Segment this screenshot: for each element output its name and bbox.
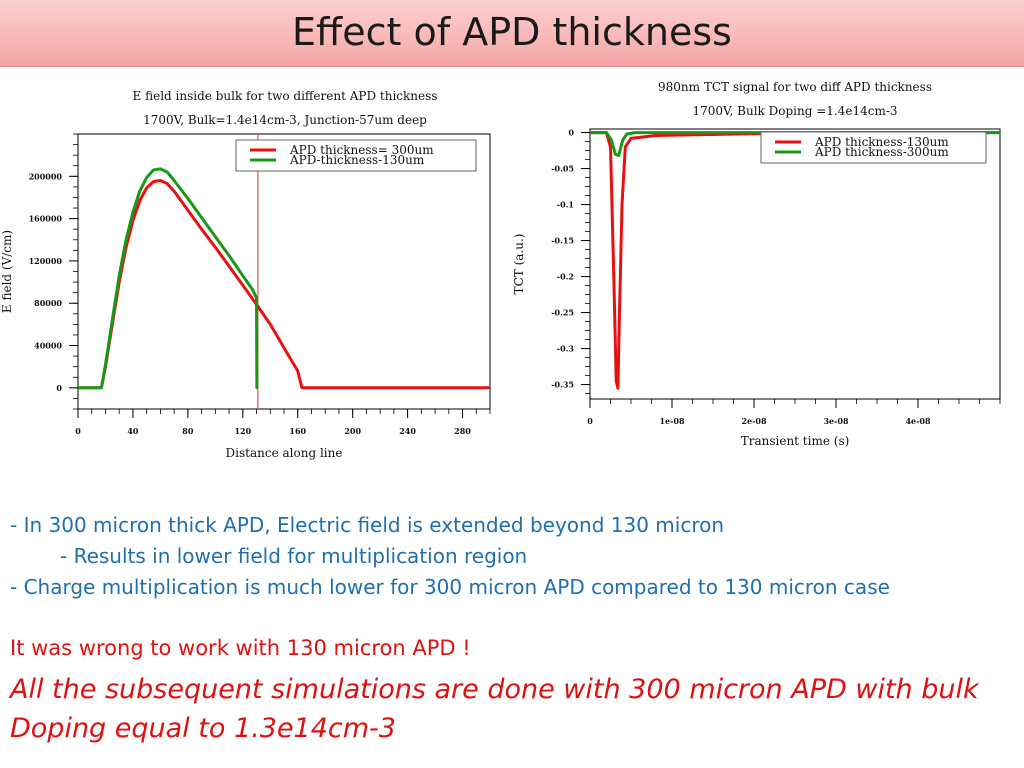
efield-legend-label-1: APD thickness= 300um (289, 143, 434, 157)
tct-chart: 980nm TCT signal for two diff APD thickn… (512, 80, 1001, 448)
bullet-2: - Results in lower field for multiplicat… (60, 544, 528, 568)
efield-x-tick-label: 160 (289, 426, 306, 436)
efield-legend (235, 139, 477, 172)
efield-title: E field inside bulk for two different AP… (133, 89, 438, 103)
efield-x-axis-label: Distance along line (226, 446, 343, 460)
efield-chart: E field inside bulk for two different AP… (0, 89, 491, 460)
efield-x-tick-label: 80 (182, 426, 194, 436)
tct-legend-label-2: APD thickness-300um (814, 145, 949, 159)
slide-title: Effect of APD thickness (292, 10, 732, 54)
tct-series-line-2 (590, 131, 1000, 158)
efield-y-tick-label: 160000 (29, 214, 63, 224)
title-bar: Effect of APD thickness (0, 0, 1024, 67)
tct-y-tick-label: 0 (568, 128, 574, 138)
bullet-list: - In 300 micron thick APD, Electric fiel… (10, 510, 890, 603)
tct-x-axis-label: Transient time (s) (741, 434, 850, 448)
efield-y-tick-label: 40000 (34, 341, 62, 351)
tct-y-tick-label: -0.25 (551, 308, 574, 318)
efield-y-tick-label: 120000 (29, 256, 63, 266)
efield-x-tick-label: 240 (399, 426, 416, 436)
efield-plot-frame (77, 133, 491, 410)
tct-legend-label-1: APD thickness-130um (814, 135, 949, 149)
efield-y-tick-label: 0 (56, 383, 62, 393)
conclusion-note: All the subsequent simulations are done … (10, 674, 979, 744)
efield-x-tick-label: 200 (344, 426, 361, 436)
efield-series-line-2 (78, 167, 259, 390)
tct-y-tick-label: -0.3 (557, 344, 575, 354)
tct-y-tick-label: -0.35 (551, 380, 574, 390)
efield-subtitle: 1700V, Bulk=1.4e14cm-3, Junction-57um de… (143, 113, 427, 127)
efield-series-line-1 (78, 179, 490, 390)
tct-y-tick-label: -0.1 (557, 200, 574, 210)
efield-x-tick-label: 280 (454, 426, 471, 436)
bullet-3: - Charge multiplication is much lower fo… (10, 575, 890, 599)
efield-x-tick-label: 40 (127, 426, 139, 436)
efield-x-tick-label: 120 (234, 426, 251, 436)
tct-subtitle: 1700V, Bulk Doping =1.4e14cm-3 (692, 104, 897, 118)
tct-legend (760, 131, 987, 164)
conclusion-statement: It was wrong to work with 130 micron APD… (10, 636, 471, 660)
tct-y-axis-label: TCT (a.u.) (512, 234, 526, 295)
tct-plot-frame (589, 128, 1001, 400)
tct-x-tick-label: 3e-08 (823, 416, 849, 426)
tct-x-tick-label: 1e-08 (659, 416, 685, 426)
efield-y-tick-label: 200000 (29, 171, 63, 181)
bullet-1: - In 300 micron thick APD, Electric fiel… (10, 513, 725, 537)
efield-x-tick-label: 0 (75, 426, 81, 436)
efield-y-axis-label: E field (V/cm) (0, 230, 14, 313)
tct-y-tick-label: -0.15 (551, 236, 574, 246)
tct-y-tick-label: -0.2 (557, 272, 574, 282)
tct-x-tick-label: 4e-08 (905, 416, 931, 426)
tct-x-tick-label: 0 (587, 416, 593, 426)
efield-legend-label-2: APD-thickness-130um (289, 153, 425, 167)
tct-y-tick-label: -0.05 (551, 164, 574, 174)
tct-series-line-1 (590, 131, 1000, 390)
tct-x-tick-label: 2e-08 (741, 416, 767, 426)
tct-title: 980nm TCT signal for two diff APD thickn… (658, 80, 932, 94)
efield-y-tick-label: 80000 (34, 298, 62, 308)
